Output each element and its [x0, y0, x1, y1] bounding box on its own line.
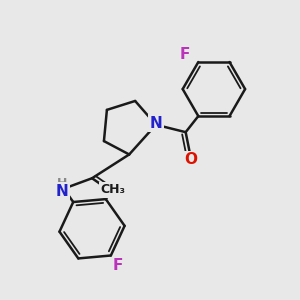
Text: H: H — [57, 177, 68, 190]
Text: O: O — [110, 186, 123, 201]
Text: N: N — [150, 116, 162, 131]
Text: F: F — [113, 258, 123, 273]
Text: N: N — [56, 184, 69, 199]
Text: F: F — [180, 47, 190, 62]
Text: CH₃: CH₃ — [100, 183, 125, 196]
Text: O: O — [184, 152, 197, 167]
